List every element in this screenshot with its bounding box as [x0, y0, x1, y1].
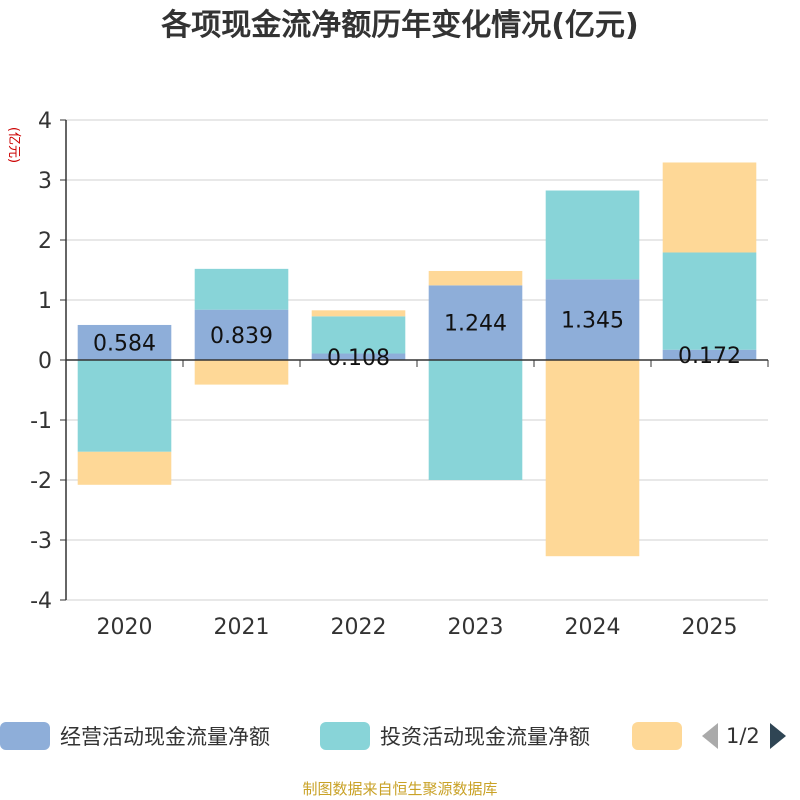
data-label: 0.839	[210, 324, 273, 349]
legend-item-investing[interactable]: 投资活动现金流量净额	[320, 720, 590, 752]
bar-series1-2023	[428, 285, 523, 360]
x-tick-label: 2021	[214, 615, 270, 640]
prev-page-icon[interactable]	[700, 723, 718, 749]
y-tick-label: 4	[38, 109, 52, 134]
legend-swatch	[632, 722, 682, 750]
bar-series3-2020	[77, 451, 172, 485]
legend-swatch	[0, 722, 50, 750]
legend: 经营活动现金流量净额 投资活动现金流量净额 1/2	[0, 716, 800, 756]
bar-series1-2024	[545, 279, 640, 360]
legend-label: 经营活动现金流量净额	[60, 725, 270, 749]
x-tick-label: 2024	[565, 615, 621, 640]
y-tick-label: -3	[30, 529, 52, 554]
y-tick-label: 0	[38, 349, 52, 374]
legend-item-financing[interactable]	[632, 720, 692, 752]
x-tick-label: 2020	[97, 615, 153, 640]
legend-item-operating[interactable]: 经营活动现金流量净额	[0, 720, 270, 752]
bar-chart: 4 3 2 1 0 -1 -2 -3 -4 2020 2021 2022 2023 2024 2025 0.…	[6, 109, 769, 640]
x-tick-label: 2022	[331, 615, 387, 640]
source-note: 制图数据来自恒生聚源数据库	[302, 780, 498, 798]
x-tick-label: 2023	[448, 615, 504, 640]
next-page-icon[interactable]	[769, 723, 788, 749]
bar-series3-2022	[311, 310, 406, 317]
data-label: 1.345	[561, 309, 624, 334]
data-label: 0.108	[327, 346, 390, 371]
y-tick-label: -1	[30, 409, 52, 434]
bar-series1-2021	[194, 309, 289, 360]
bar-series2-2020	[77, 360, 172, 452]
page-indicator: 1/2	[726, 724, 760, 748]
bar-series1-2020	[77, 324, 172, 360]
y-tick-label: -4	[30, 589, 52, 614]
bar-series3-2024	[545, 360, 640, 557]
bar-series3-2021	[194, 360, 289, 385]
legend-pager: 1/2	[700, 720, 788, 752]
y-tick-label: 1	[38, 289, 52, 314]
x-tick-label: 2025	[682, 615, 738, 640]
bar-series2-2022	[311, 316, 406, 354]
bar-series3-2025	[662, 162, 757, 253]
data-labels: 0.584 0.839 0.108 1.244 1.345 0.172	[93, 309, 741, 371]
bar-series3-2023	[428, 270, 523, 286]
y-tick-label: 2	[38, 229, 52, 254]
bar-series1-2022	[311, 353, 406, 360]
bars	[77, 162, 757, 557]
legend-label: 投资活动现金流量净额	[380, 725, 590, 749]
y-tick-label: 3	[38, 169, 52, 194]
bar-series2-2024	[545, 190, 640, 280]
chart-title: 各项现金流净额历年变化情况(亿元)	[161, 8, 639, 43]
data-label: 1.244	[444, 312, 507, 337]
legend-swatch	[320, 722, 370, 750]
data-label: 0.172	[678, 344, 741, 369]
data-label: 0.584	[93, 331, 156, 356]
bar-series2-2025	[662, 252, 757, 350]
y-axis-title: (亿元)	[6, 127, 21, 163]
grid-lines	[66, 119, 768, 601]
bar-series2-2021	[194, 268, 289, 310]
bar-series2-2023	[428, 360, 523, 480]
y-tick-label: -2	[30, 469, 52, 494]
bar-series1-2025	[662, 349, 757, 360]
axes: 4 3 2 1 0 -1 -2 -3 -4 2020 2021 2022 2023 2024 2025	[30, 109, 769, 640]
